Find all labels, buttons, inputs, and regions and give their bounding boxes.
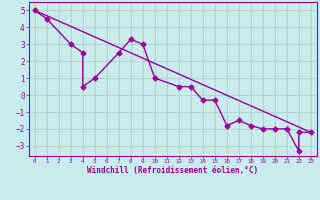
X-axis label: Windchill (Refroidissement éolien,°C): Windchill (Refroidissement éolien,°C) bbox=[87, 166, 258, 175]
